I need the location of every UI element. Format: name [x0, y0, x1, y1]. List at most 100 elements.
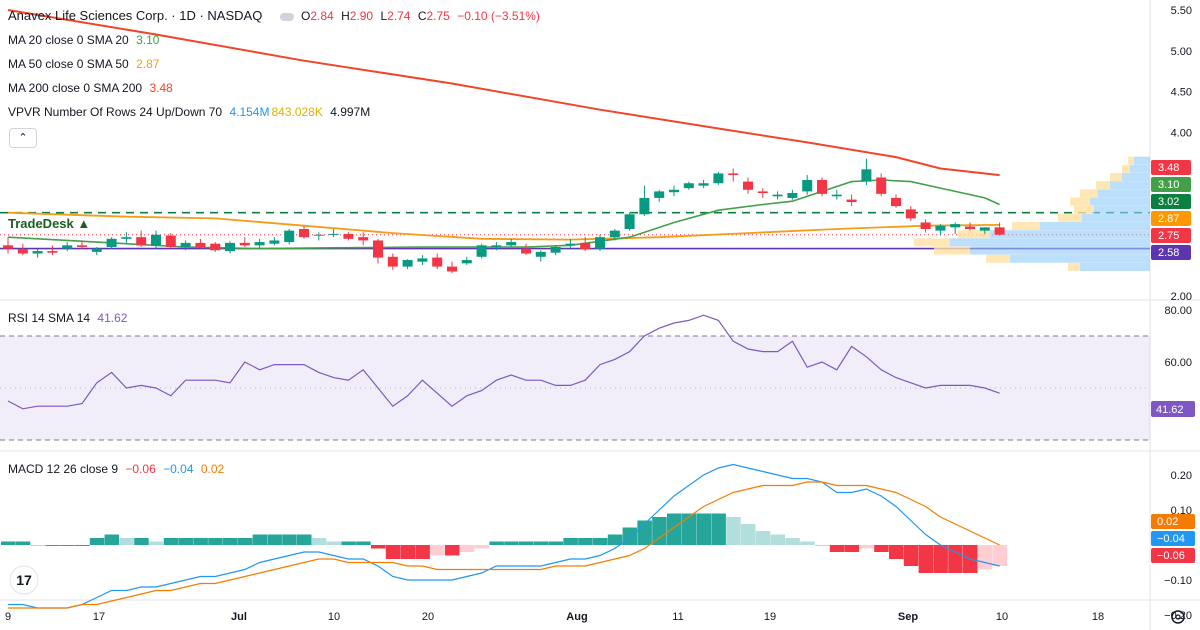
macd-tag-label: 0.02 [1157, 516, 1178, 528]
ma50-legend[interactable]: MA 50 close 0 SMA 50 2.87 [8, 57, 163, 71]
candle-body [521, 248, 531, 254]
vpvr-up-bar [950, 238, 1150, 247]
collapse-legend-button[interactable]: ⌃ [9, 128, 37, 148]
ma200-legend[interactable]: MA 200 close 0 SMA 200 3.48 [8, 81, 177, 95]
candle-body [151, 234, 161, 246]
tradingview-logo-icon: 17 [9, 565, 39, 595]
change-value: −0.10 (−3.51%) [457, 9, 540, 23]
candle-body [32, 251, 43, 254]
close-value: 2.75 [426, 9, 450, 23]
macd-tag [1151, 514, 1195, 529]
vpvr-up-bar [1094, 205, 1150, 214]
candle-body [891, 197, 901, 207]
macd-hist-bar [15, 541, 31, 545]
vpvr-down-bar [1058, 213, 1082, 222]
candle-body [136, 237, 147, 246]
ma20-label: MA 20 close 0 SMA 20 [8, 33, 129, 47]
candle-body [402, 260, 413, 267]
candle-body [3, 245, 13, 249]
vpvr-down-bar [1012, 222, 1040, 231]
vpvr-up-bar [1010, 254, 1150, 263]
macd-hist-bar [223, 538, 238, 545]
vpvr-down-bar [1096, 181, 1110, 190]
macd-legend[interactable]: MACD 12 26 close 9 −0.06 −0.04 0.02 [8, 462, 228, 476]
macd-hist-bar [267, 534, 282, 545]
price-tag [1151, 194, 1191, 209]
macd-hist-bar [519, 541, 534, 545]
macd-hist-bar [104, 534, 120, 545]
vpvr-total-value: 4.997M [330, 105, 371, 119]
macd-hist-bar [208, 538, 223, 545]
gear-hub [1175, 614, 1181, 620]
price-tag-label: 2.75 [1158, 230, 1179, 242]
macd-hist-bar [607, 534, 623, 545]
macd-hist-bar [785, 538, 800, 545]
ma200-label: MA 200 close 0 SMA 200 [8, 81, 143, 95]
macd-hist-bar [430, 545, 445, 556]
candle-body [757, 191, 768, 194]
candle-body [254, 242, 265, 246]
ma50-value: 2.87 [136, 57, 160, 71]
symbol-title[interactable]: Anavex Life Sciences Corp. · 1D · NASDAQ [8, 8, 263, 23]
candle-body [787, 193, 798, 198]
ma20-legend[interactable]: MA 20 close 0 SMA 20 3.10 [8, 33, 163, 47]
macd-hist-bar [119, 538, 134, 545]
vpvr-down-bar [934, 246, 970, 255]
vpvr-down-bar [914, 238, 950, 247]
open-value: 2.84 [310, 9, 334, 23]
candle-body [47, 251, 58, 253]
price-tick-label: 4.50 [1171, 87, 1192, 99]
rsi-label: RSI 14 SMA 14 [8, 311, 91, 325]
macd-hist-bar [489, 541, 504, 545]
symbol-legend: Anavex Life Sciences Corp. · 1D · NASDAQ… [8, 8, 544, 23]
rsi-line [7, 314, 1000, 410]
price-tag [1151, 177, 1191, 192]
candle-body [550, 246, 561, 253]
vpvr-up-bar [1110, 181, 1150, 190]
macd-hist-bar [75, 545, 90, 546]
macd-hist-bar [992, 545, 1008, 566]
vpvr-up-value: 4.154M [229, 105, 270, 119]
macd-tag [1151, 548, 1195, 563]
candle-body [817, 179, 827, 194]
macd-hist-bar [859, 545, 874, 549]
macd-hist-bar [371, 545, 386, 549]
macd-hist-bar [149, 541, 164, 545]
macd-hist-bar [948, 545, 963, 573]
vpvr-down-bar [1068, 262, 1080, 271]
vpvr-legend[interactable]: VPVR Number Of Rows 24 Up/Down 70 4.154M… [8, 105, 374, 119]
time-tick-label: 9 [5, 611, 11, 623]
price-tick-label: 4.00 [1171, 128, 1192, 140]
gear-ring [1171, 610, 1185, 624]
macd-line [8, 463, 1000, 609]
settings-gear-icon[interactable] [1171, 610, 1185, 624]
logo-text: 17 [16, 572, 32, 588]
macd-hist-bar [1, 541, 16, 545]
price-tag [1151, 160, 1191, 175]
macd-tick-label: −0.20 [1164, 610, 1192, 622]
candle-body [447, 266, 457, 272]
rsi-legend[interactable]: RSI 14 SMA 14 41.62 [8, 311, 131, 325]
price-tick-label: 5.00 [1171, 46, 1192, 58]
candle-body [683, 183, 694, 189]
candle-body [373, 240, 383, 258]
vpvr-up-bar [1134, 156, 1150, 165]
macd-hist-bar [30, 545, 46, 546]
macd-label: MACD 12 26 close 9 [8, 462, 119, 476]
macd-hist-bar [652, 517, 667, 545]
ma20-value: 3.10 [136, 33, 160, 47]
candle-body [580, 242, 591, 250]
macd-tick-label: −0.10 [1164, 575, 1192, 587]
vpvr-up-bar [970, 246, 1150, 255]
vpvr-up-bar [990, 230, 1150, 239]
macd-hist-bar [563, 538, 578, 545]
triangle-up-icon: ▲ [77, 216, 91, 231]
visibility-icon[interactable] [279, 12, 294, 21]
candle-body [299, 228, 309, 238]
macd-hist-bar [918, 545, 934, 573]
tradedesk-label[interactable]: TradeDesk ▲ [8, 216, 90, 231]
candle-body [979, 227, 990, 231]
candle-body [476, 245, 487, 257]
macd-hist-bar [533, 541, 549, 545]
